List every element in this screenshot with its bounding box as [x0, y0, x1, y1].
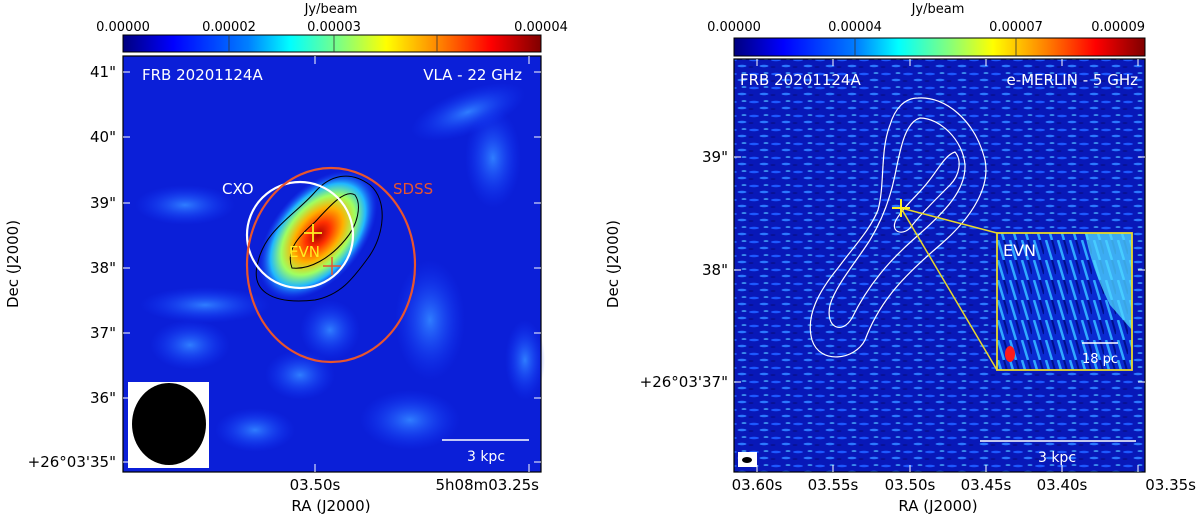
- right-cbar-tick-0: 0.00000: [707, 20, 761, 35]
- left-scalebar-label: 3 kpc: [467, 449, 505, 465]
- right-label-instrument: e-MERLIN - 5 GHz: [1006, 71, 1138, 89]
- right-label-frb: FRB 20201124A: [740, 71, 861, 89]
- right-ylabel: Dec (J2000): [604, 220, 622, 308]
- left-dec-tick-5: 36": [90, 389, 116, 407]
- right-ra-tick-5: 03.35s: [1145, 476, 1196, 494]
- left-dec-tick-4: 37": [90, 324, 116, 342]
- left-colorbar: [122, 34, 542, 53]
- left-ra-tick-0: 03.50s: [290, 476, 341, 494]
- right-evn-marker: [892, 199, 910, 217]
- right-cbar-tick-1: 0.00004: [828, 20, 882, 35]
- right-dec-tick-2: +26°03'37": [640, 373, 728, 391]
- left-dec-tick-0: 41": [90, 63, 116, 81]
- cxo-label: CXO: [222, 180, 254, 198]
- left-cbar-tick-1: 0.00002: [202, 20, 256, 35]
- right-cbar-tick-2: 0.00007: [989, 20, 1043, 35]
- left-ra-tick-1: 5h08m03.25s: [435, 476, 539, 494]
- right-beam: [742, 457, 752, 463]
- right-dec-tick-0: 39": [702, 148, 728, 166]
- evn-label: EVN: [289, 243, 320, 261]
- left-cbar-tick-2: 0.00003: [307, 20, 361, 35]
- left-minor-ticks: [123, 56, 541, 472]
- left-dec-tick-6: +26°03'35": [28, 453, 116, 471]
- left-dec-tick-3: 38": [90, 259, 116, 277]
- left-cbar-tick-0: 0.00000: [96, 20, 150, 35]
- right-minor-ticks: [734, 59, 1145, 472]
- right-ra-tick-4: 03.40s: [1037, 476, 1088, 494]
- right-image: [734, 59, 1145, 472]
- right-ra-tick-0: 03.60s: [732, 476, 783, 494]
- inset-label: EVN: [1003, 241, 1036, 260]
- right-ra-tick-3: 03.45s: [961, 476, 1012, 494]
- inset-beam: [1005, 346, 1015, 362]
- left-xlabel: RA (J2000): [291, 497, 370, 515]
- right-scalebar: 3 kpc: [980, 440, 1136, 466]
- sdss-ellipse: [245, 166, 417, 364]
- left-frame: [122, 55, 542, 473]
- left-dec-tick-1: 40": [90, 128, 116, 146]
- right-ra-tick-2: 03.50s: [885, 476, 936, 494]
- right-cbar-tick-3: 0.00009: [1091, 20, 1145, 35]
- left-ylabel: Dec (J2000): [4, 220, 22, 308]
- cxo-circle: [245, 180, 355, 290]
- right-ra-tick-1: 03.55s: [808, 476, 859, 494]
- right-colorbar-unit: Jy/beam: [911, 2, 965, 17]
- evn-inset: [996, 232, 1133, 371]
- left-scalebar: 3 kpc: [442, 439, 529, 465]
- left-label-instrument: VLA - 22 GHz: [423, 66, 522, 84]
- left-colorbar-unit: Jy/beam: [304, 2, 358, 17]
- left-beam: [132, 383, 206, 465]
- right-colorbar-ticks: [854, 38, 1017, 56]
- left-panel: Jy/beam 0.00000 0.00002 0.00003 0.00004: [4, 2, 568, 515]
- left-colorbar-ticks: [228, 35, 438, 52]
- sdss-center-marker: [323, 257, 341, 275]
- evn-marker: [304, 224, 322, 242]
- left-cbar-tick-3: 0.00004: [514, 20, 568, 35]
- inset-scalebar-label: 18 pc: [1082, 352, 1118, 367]
- right-xlabel: RA (J2000): [898, 497, 977, 515]
- inset-border: [996, 232, 1133, 371]
- right-frame: [733, 58, 1146, 473]
- right-dec-tick-1: 38": [702, 261, 728, 279]
- left-image: [123, 56, 545, 472]
- left-dec-tick-2: 39": [90, 194, 116, 212]
- left-label-frb: FRB 20201124A: [142, 66, 263, 84]
- right-scalebar-label: 3 kpc: [1038, 450, 1076, 466]
- right-panel: Jy/beam 0.00000 0.00004 0.00007 0.00009: [604, 2, 1196, 515]
- right-colorbar: [733, 37, 1146, 57]
- sdss-label: SDSS: [393, 180, 433, 198]
